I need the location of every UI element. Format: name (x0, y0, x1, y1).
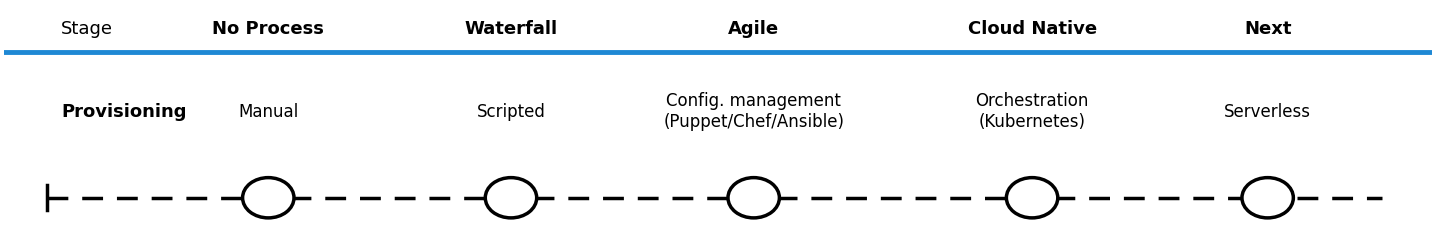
Text: Orchestration
(Kubernetes): Orchestration (Kubernetes) (975, 92, 1088, 130)
Text: Agile: Agile (728, 20, 780, 38)
Text: Config. management
(Puppet/Chef/Ansible): Config. management (Puppet/Chef/Ansible) (663, 92, 844, 130)
Text: Next: Next (1244, 20, 1291, 38)
Text: Cloud Native: Cloud Native (968, 20, 1097, 38)
Text: Serverless: Serverless (1223, 102, 1311, 120)
Ellipse shape (1242, 178, 1294, 218)
Ellipse shape (485, 178, 537, 218)
Text: Waterfall: Waterfall (464, 20, 557, 38)
Text: Manual: Manual (238, 102, 299, 120)
Text: Provisioning: Provisioning (62, 102, 187, 120)
Text: Stage: Stage (62, 20, 113, 38)
Text: No Process: No Process (213, 20, 325, 38)
Ellipse shape (1007, 178, 1058, 218)
Text: Scripted: Scripted (477, 102, 546, 120)
Ellipse shape (243, 178, 294, 218)
Ellipse shape (728, 178, 780, 218)
